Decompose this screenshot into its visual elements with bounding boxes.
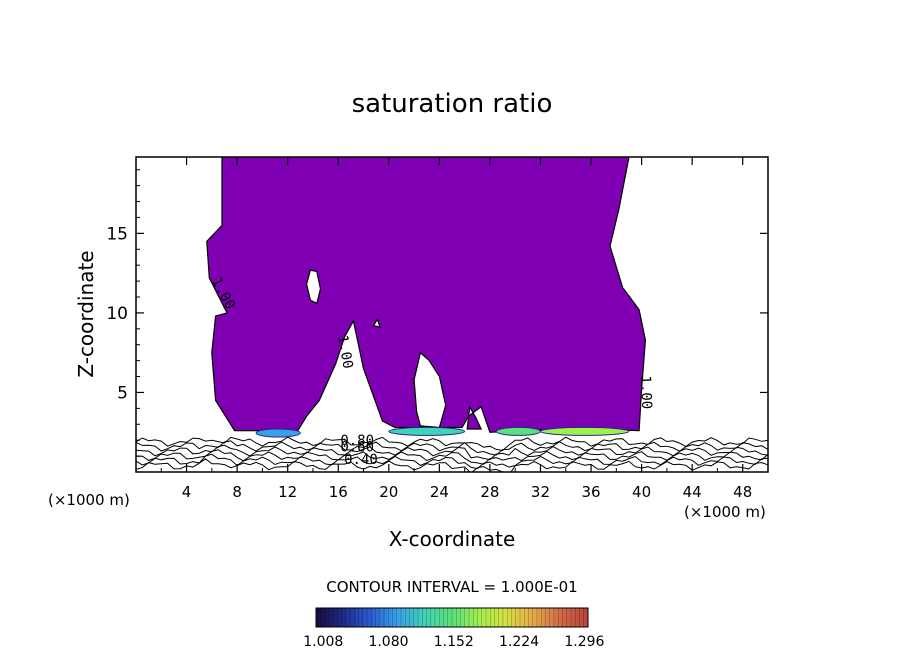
high-ratio-zone-0	[255, 428, 301, 438]
colorbar-labels: 1.008 1.080 1.152 1.224 1.296	[303, 634, 604, 650]
chart-title: saturation ratio	[352, 89, 553, 119]
plot-frame	[135, 156, 769, 473]
x-tick-label-32: 32	[531, 483, 550, 501]
x-tick-label-4: 4	[182, 483, 192, 501]
x-tick-label-28: 28	[480, 483, 499, 501]
plot-area	[136, 157, 768, 472]
colorbar-label-4: 1.296	[564, 634, 604, 650]
surface-contour-0.30	[136, 458, 768, 472]
colorbar-label-0: 1.008	[303, 634, 343, 650]
x-tick-label-44: 44	[683, 483, 702, 501]
high-ratio-zone-1	[388, 426, 466, 436]
x-tick-label-40: 40	[632, 483, 651, 501]
colorbar-divisions	[320, 608, 584, 627]
surface-contour-0.80	[136, 436, 768, 452]
z-tick-label-5: 5	[117, 383, 128, 403]
x-tick-label-48: 48	[733, 483, 752, 501]
x-axis-title: X-coordinate	[389, 527, 516, 551]
colorbar: 1.008 1.080 1.152 1.224 1.296	[303, 607, 605, 650]
high-ratio-zone-2	[495, 426, 542, 436]
contour-interval-text: CONTOUR INTERVAL = 1.000E-01	[326, 578, 577, 596]
contour-label-3: 0.80	[340, 433, 374, 449]
x-tick-label-36: 36	[581, 483, 600, 501]
surface-contour-0.50	[136, 449, 768, 465]
contour-label-4: 0.60	[340, 439, 374, 455]
x-tick-label-24: 24	[430, 483, 449, 501]
z-tick-label-10: 10	[106, 304, 128, 324]
z-tick-label-15: 15	[106, 224, 128, 244]
x-tick-label-20: 20	[379, 483, 398, 501]
x-unit-label-right: (×1000 m)	[684, 503, 766, 521]
x-tick-label-8: 8	[232, 483, 242, 501]
x-unit-label-left: (×1000 m)	[48, 491, 130, 509]
z-axis-title: Z-coordinate	[74, 250, 98, 377]
colorbar-label-1: 1.080	[368, 634, 408, 650]
x-tick-label-16: 16	[329, 483, 348, 501]
surface-contour-0.40	[136, 453, 768, 470]
colorbar-label-2: 1.152	[434, 634, 474, 650]
high-ratio-zone-3	[540, 426, 630, 436]
x-tick-label-12: 12	[278, 483, 297, 501]
x-axis: 4 8 12 16 20 24 28 32 36 40 44 48	[160, 157, 752, 501]
surface-contour-0.70	[136, 440, 768, 456]
surface-contour-0.60	[136, 444, 768, 461]
contour-label-5: 0.40	[344, 452, 378, 468]
colorbar-label-3: 1.224	[499, 634, 539, 650]
contour-label-1: 1.00	[334, 334, 356, 370]
z-axis: 5 10 15	[106, 169, 768, 457]
contour-label-2: 1.00	[637, 375, 654, 409]
